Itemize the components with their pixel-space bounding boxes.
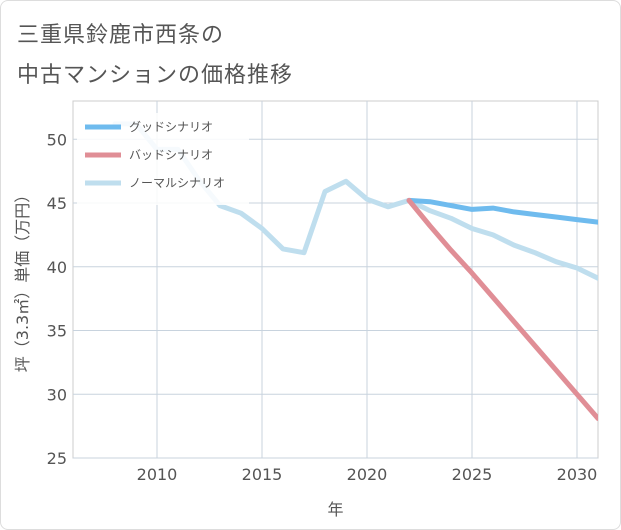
legend-label: グッドシナリオ — [129, 120, 213, 134]
y-tick-label: 35 — [47, 322, 67, 341]
chart-title-line-2: 中古マンションの価格推移 — [17, 63, 294, 88]
chart-title-line-1: 三重県鈴鹿市西条の — [17, 23, 225, 48]
x-axis-title: 年 — [327, 500, 343, 519]
y-tick-label: 45 — [47, 194, 67, 213]
x-tick-label: 2030 — [557, 465, 598, 484]
y-tick-label: 50 — [47, 130, 67, 149]
x-tick-label: 2010 — [137, 465, 178, 484]
y-tick-label: 40 — [47, 258, 67, 277]
series-line-bad — [406, 197, 598, 421]
axis-ticks: 2010 2015 2020 2025 2030 25 30 35 40 45 50 — [47, 130, 598, 484]
x-tick-label: 2025 — [452, 465, 493, 484]
x-tick-label: 2020 — [347, 465, 388, 484]
series-line-good — [406, 197, 598, 225]
y-tick-label: 30 — [47, 385, 67, 404]
legend-label: ノーマルシナリオ — [129, 176, 225, 190]
y-axis-title: 坪（3.3㎡）単価（万円） — [13, 187, 32, 372]
legend-label: バッドシナリオ — [129, 148, 213, 162]
x-tick-label: 2015 — [242, 465, 283, 484]
y-tick-label: 25 — [47, 449, 67, 468]
